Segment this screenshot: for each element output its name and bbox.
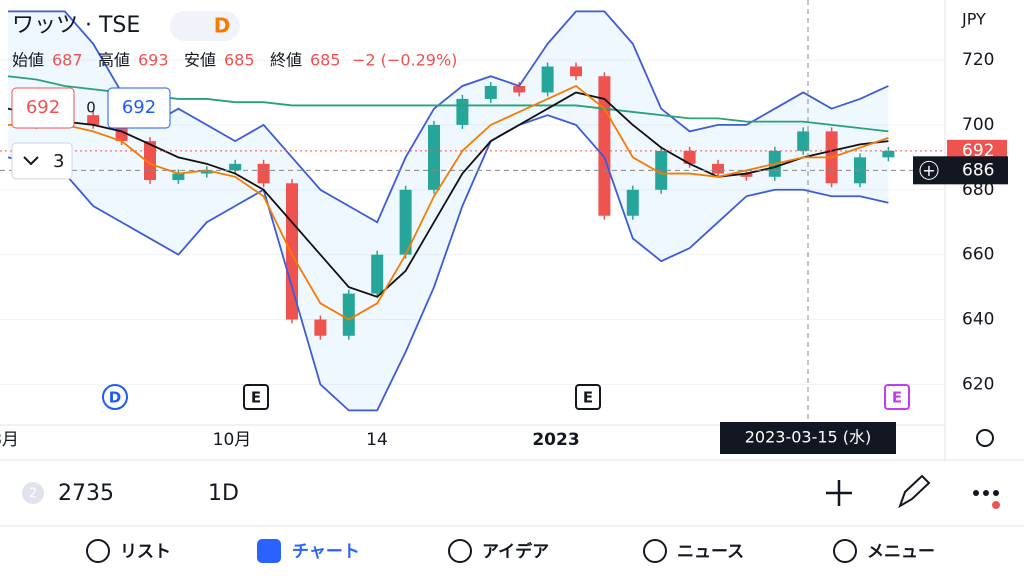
date-tag — [720, 422, 896, 454]
nav-icon[interactable] — [257, 539, 281, 563]
y-tick-label: 640 — [962, 310, 994, 330]
ohlc-value: 685 — [224, 51, 255, 70]
nav-label[interactable]: リスト — [120, 542, 171, 562]
candle — [200, 170, 213, 174]
symbol: ワッツ · TSE — [12, 13, 140, 38]
y-tick-label: 680 — [962, 180, 994, 200]
crosshair-date: 2023-03-15 (水) — [745, 428, 872, 447]
spread: 0 — [86, 99, 96, 117]
ask: 692 — [122, 97, 156, 118]
interval-pill[interactable] — [170, 11, 240, 41]
ohlc-label: 始値 — [12, 51, 44, 70]
candle — [456, 98, 469, 125]
candle — [626, 189, 639, 216]
y-tick-label: 660 — [962, 245, 994, 265]
indicator-count: 3 — [53, 151, 64, 172]
ohlc-label: 終値 — [270, 51, 302, 70]
bid: 692 — [26, 97, 60, 118]
event-badge[interactable] — [243, 384, 269, 410]
candle — [342, 293, 355, 336]
more-dot[interactable] — [993, 490, 999, 496]
candle — [428, 124, 440, 190]
x-tick-label: 10月 — [213, 430, 252, 450]
candle — [740, 173, 753, 177]
event-label: E — [583, 389, 593, 407]
indicator-line — [8, 84, 889, 321]
badge — [22, 482, 44, 504]
notify-dot — [992, 501, 1000, 509]
nav-label[interactable]: メニュー — [867, 542, 935, 562]
candle — [286, 183, 298, 320]
toolbar-price: 2735 — [58, 481, 114, 506]
interval-badge: D — [214, 14, 231, 38]
change: −2 (−0.29%) — [352, 51, 457, 70]
event-label: E — [251, 389, 261, 407]
candle — [87, 115, 100, 125]
more-dot[interactable] — [973, 490, 979, 496]
x-tick-label: 8月 — [0, 430, 19, 450]
add-button[interactable] — [919, 160, 939, 180]
nav-icon[interactable] — [833, 539, 857, 563]
toolbar-interval[interactable]: 1D — [208, 481, 239, 506]
candle — [598, 76, 611, 216]
candle — [484, 85, 497, 99]
add-icon: + — [922, 161, 935, 180]
y-tick-label: 700 — [962, 115, 994, 135]
candle — [541, 66, 554, 93]
candle — [797, 131, 810, 151]
event-badge[interactable] — [575, 384, 601, 410]
bid-button[interactable] — [11, 87, 75, 129]
indicator-button[interactable] — [11, 142, 73, 180]
ohlc-label: 高値 — [98, 51, 130, 70]
candle — [229, 163, 242, 171]
nav-icon[interactable] — [448, 539, 472, 563]
event-badge[interactable] — [884, 384, 910, 410]
event-badge[interactable] — [102, 384, 128, 410]
ohlc-label: 安値 — [184, 51, 216, 70]
nav-label[interactable]: アイデア — [482, 541, 549, 562]
x-tick-label: 2023 — [532, 430, 579, 450]
candle — [683, 150, 696, 164]
y-tick-label: 720 — [962, 50, 994, 70]
event-label: D — [109, 389, 121, 407]
ohlc-value: 685 — [310, 51, 341, 70]
nav-label[interactable]: ニュース — [677, 542, 744, 562]
candle — [371, 254, 384, 294]
candle — [712, 163, 724, 174]
currency: JPY — [961, 10, 986, 29]
nav-icon[interactable] — [643, 539, 667, 563]
badge-label: 2 — [29, 487, 37, 502]
candle — [882, 150, 895, 158]
chevron — [23, 156, 39, 166]
crosshair-price: 686 — [962, 160, 994, 180]
x-tick-label: 14 — [366, 430, 388, 450]
nav-label[interactable]: チャート — [292, 542, 360, 562]
candle — [115, 124, 128, 142]
event-label: E — [892, 389, 902, 407]
pen-icon[interactable] — [898, 474, 931, 509]
more-dot[interactable] — [983, 490, 989, 496]
band-fill — [8, 11, 889, 411]
candle — [399, 189, 412, 255]
candle — [172, 173, 185, 181]
plus-icon[interactable] — [826, 480, 852, 506]
settings-icon[interactable] — [976, 429, 994, 447]
ask-button[interactable] — [107, 87, 171, 129]
indicator-line — [7, 91, 889, 298]
candle — [513, 85, 526, 93]
candle — [257, 163, 270, 184]
ohlc-value: 687 — [52, 51, 83, 70]
nav-icon[interactable] — [86, 539, 110, 563]
last-price-label: 692 — [962, 141, 994, 161]
y-tick-label: 620 — [962, 374, 994, 394]
ohlc-value: 693 — [138, 51, 169, 70]
candle — [570, 66, 582, 77]
candle — [314, 319, 327, 336]
indicator-line — [7, 114, 889, 412]
